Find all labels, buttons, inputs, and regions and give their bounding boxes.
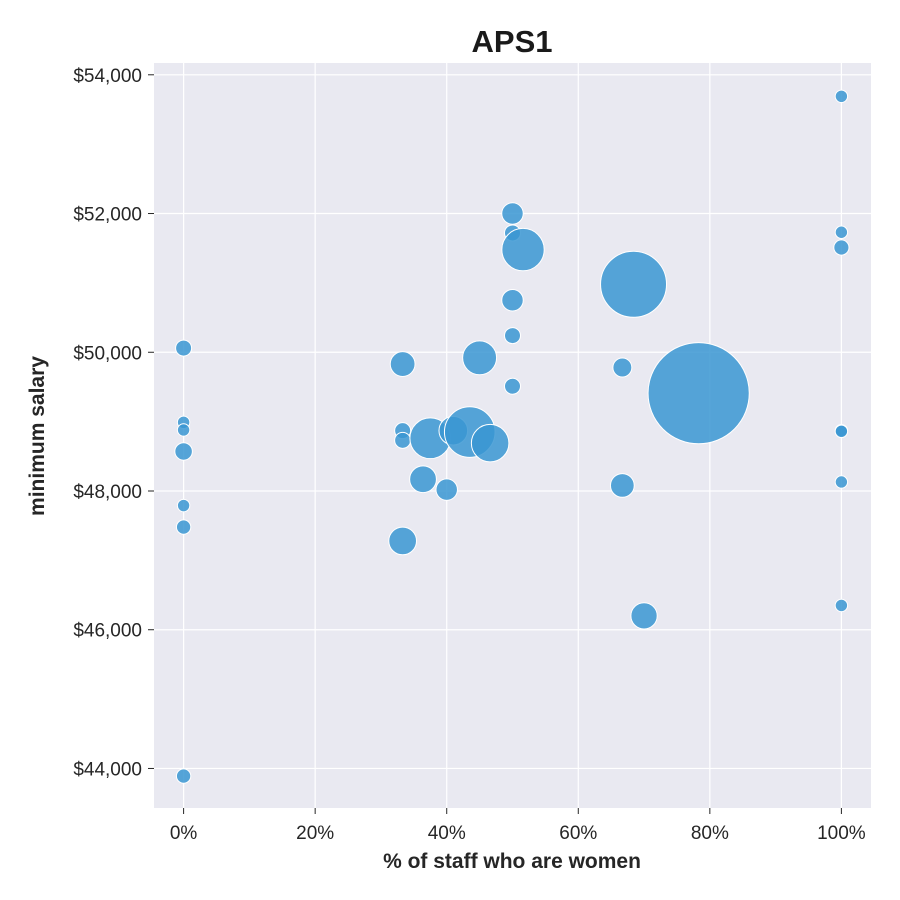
scatter-point <box>834 89 849 103</box>
scatter-point <box>175 339 193 357</box>
scatter-point <box>504 377 521 395</box>
scatter-point <box>834 598 849 613</box>
x-tick-label: 0% <box>170 823 198 844</box>
y-tick-label: $44,000 <box>73 759 142 780</box>
scatter-point <box>389 351 416 377</box>
scatter-point <box>409 465 437 494</box>
y-tick-label: $54,000 <box>73 66 142 87</box>
scatter-point <box>833 239 850 256</box>
x-axis-label: % of staff who are women <box>383 850 641 873</box>
x-tick-label: 60% <box>559 823 597 844</box>
scatter-point <box>388 526 418 556</box>
y-tick-label: $52,000 <box>73 205 142 226</box>
y-axis-ticks: $44,000 $46,000 $48,000 $50,000 $52,000 $54,0… <box>73 66 154 780</box>
scatter-point <box>175 768 192 784</box>
scatter-point <box>394 431 412 449</box>
scatter-point <box>834 225 849 239</box>
scatter-point <box>175 519 192 535</box>
data-points <box>174 89 850 784</box>
scatter-point <box>174 442 193 461</box>
plot-area <box>154 63 871 808</box>
scatter-point <box>834 424 849 439</box>
scatter-point <box>462 340 498 376</box>
scatter-point <box>504 327 521 345</box>
scatter-point <box>470 423 510 463</box>
x-tick-label: 100% <box>817 823 866 844</box>
scatter-point <box>647 342 750 445</box>
scatter-point <box>501 289 524 312</box>
y-tick-label: $48,000 <box>73 482 142 503</box>
scatter-point <box>176 423 191 437</box>
x-axis-ticks: 0% 20% 40% 60% 80% 100% <box>170 808 866 844</box>
y-tick-label: $46,000 <box>73 621 142 642</box>
scatter-point <box>176 498 191 513</box>
y-axis-label: minimum salary <box>26 356 49 516</box>
scatter-point <box>501 227 545 272</box>
scatter-point <box>435 478 458 501</box>
scatter-point <box>834 475 849 489</box>
scatter-point <box>600 250 668 318</box>
y-tick-label: $50,000 <box>73 343 142 364</box>
scatter-point <box>501 202 524 225</box>
x-tick-label: 80% <box>691 823 729 844</box>
x-tick-label: 40% <box>428 823 466 844</box>
x-tick-label: 20% <box>296 823 334 844</box>
scatter-point <box>630 602 658 630</box>
chart-title: APS1 <box>472 24 553 59</box>
scatter-point <box>612 357 633 378</box>
scatter-point <box>609 473 635 498</box>
